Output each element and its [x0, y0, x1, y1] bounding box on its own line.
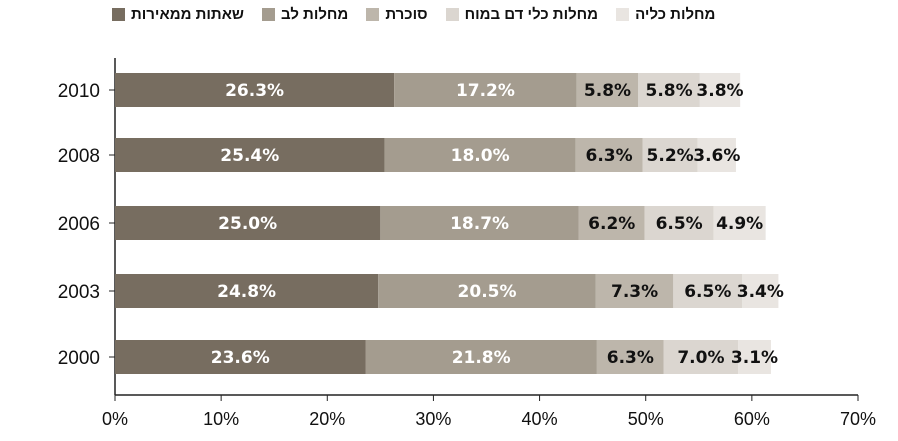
bar-segment [115, 274, 379, 308]
y-tick-label: 2003 [58, 282, 100, 303]
bar-segment [575, 138, 643, 172]
bar-segment [738, 340, 771, 374]
bar-segment [638, 73, 700, 107]
bar-segment [115, 73, 395, 107]
legend-swatch [262, 8, 276, 21]
x-tick-label: 30% [415, 409, 451, 429]
legend-swatch [366, 8, 380, 21]
data-label: 25.4% [220, 146, 279, 166]
y-tick-label: 2000 [58, 348, 100, 369]
bar-segment [644, 206, 714, 240]
data-label: 5.2% [647, 146, 694, 166]
data-label: 7.3% [611, 282, 658, 302]
data-label: 3.8% [696, 81, 743, 101]
bar-segment [365, 340, 597, 374]
legend-item: שאתות ממאירות [112, 6, 244, 23]
data-label: 7.0% [677, 348, 724, 368]
x-tick-label: 50% [628, 409, 664, 429]
data-label: 18.0% [451, 146, 510, 166]
legend-item: מחלות כליה [616, 6, 715, 23]
data-label: 18.7% [450, 214, 509, 234]
bar-segment [596, 340, 664, 374]
bar-segment [673, 274, 743, 308]
data-label: 17.2% [456, 81, 515, 101]
bar-segment [697, 138, 736, 172]
data-label: 23.6% [211, 348, 270, 368]
bar-segment [380, 206, 579, 240]
bar-segment [384, 138, 576, 172]
data-label: 6.3% [586, 146, 633, 166]
legend-label: מחלות כלי דם במוח [464, 6, 599, 23]
data-label: 5.8% [645, 81, 692, 101]
data-label: 25.0% [218, 214, 277, 234]
data-label: 6.3% [607, 348, 654, 368]
bar-segment [576, 73, 639, 107]
data-label: 3.1% [731, 348, 778, 368]
legend-label: מחלות כליה [635, 6, 716, 23]
data-label: 21.8% [452, 348, 511, 368]
x-tick-label: 40% [522, 409, 558, 429]
data-label: 6.5% [656, 214, 703, 234]
data-label: 6.2% [588, 214, 635, 234]
legend-item: סוכרת [366, 6, 428, 23]
legend-label: שאתות ממאירות [131, 6, 245, 23]
legend: שאתות ממאירות מחלות לב סוכרת מחלות כלי דם ב… [112, 6, 715, 23]
y-tick-label: 2010 [58, 81, 100, 102]
x-tick-label: 10% [203, 409, 239, 429]
bar-segment [742, 274, 779, 308]
data-label: 24.8% [217, 282, 276, 302]
legend-item: מחלות כלי דם במוח [445, 6, 599, 23]
bar-segment [642, 138, 698, 172]
bar-segment [115, 340, 366, 374]
legend-swatch [445, 8, 459, 21]
legend-label: מחלות לב [281, 6, 349, 23]
legend-item: מחלות לב [262, 6, 348, 23]
data-label: 3.4% [737, 282, 784, 302]
data-label: 20.5% [458, 282, 517, 302]
bar-segment [595, 274, 674, 308]
legend-swatch [616, 8, 630, 21]
x-tick-label: 60% [734, 409, 770, 429]
bar-segment [699, 73, 741, 107]
bar-segment [713, 206, 766, 240]
data-label: 5.8% [584, 81, 631, 101]
bar-segment [115, 206, 381, 240]
legend-swatch [112, 8, 125, 21]
data-label: 3.6% [693, 146, 740, 166]
y-tick-label: 2006 [58, 214, 100, 235]
data-label: 4.9% [716, 214, 763, 234]
bar-segment [394, 73, 577, 107]
data-label: 6.5% [684, 282, 731, 302]
legend-label: סוכרת [385, 6, 428, 23]
y-tick-label: 2008 [58, 146, 100, 167]
bar-segment [663, 340, 739, 374]
bar-segment [578, 206, 645, 240]
x-tick-label: 70% [840, 409, 876, 429]
bar-segment [378, 274, 596, 308]
bar-segment [115, 138, 385, 172]
data-label: 26.3% [225, 81, 284, 101]
x-tick-label: 20% [309, 409, 345, 429]
x-tick-label: 0% [102, 409, 128, 429]
